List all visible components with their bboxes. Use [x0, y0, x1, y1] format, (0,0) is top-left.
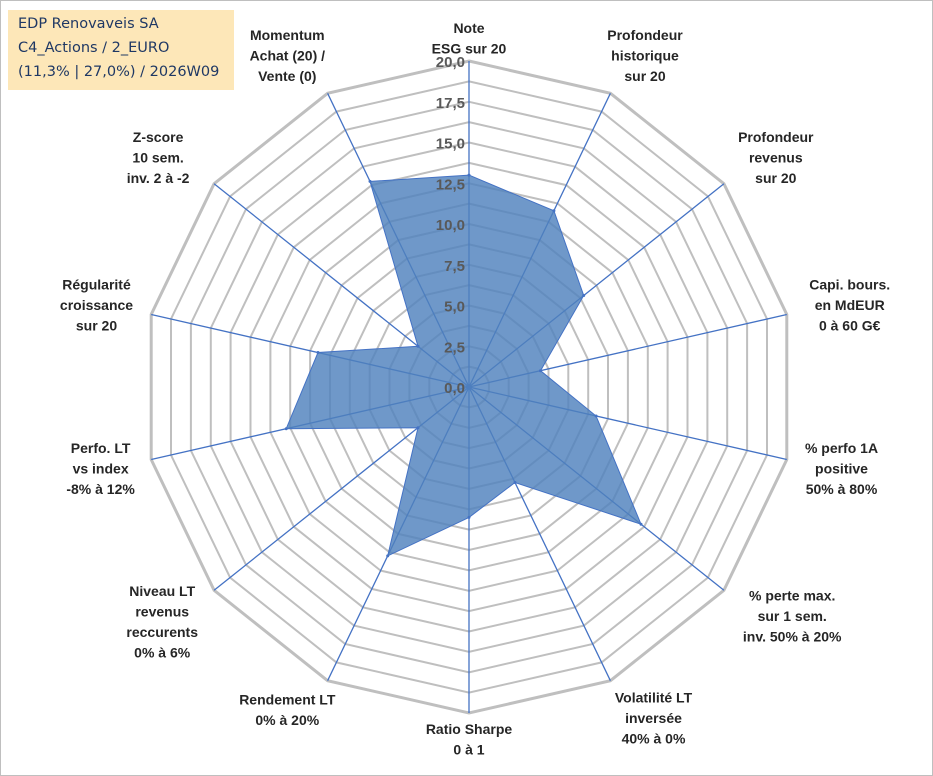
- data-point-12: [416, 344, 420, 348]
- axis-label-1-line-0: Profondeur: [607, 27, 683, 43]
- title-line-company: EDP Renovaveis SA: [18, 16, 159, 32]
- axis-label-13: Momentum Achat (20) / Vente (0): [250, 27, 326, 84]
- axis-label-3: Capi. bours. en MdEUR 0 à 60 G€: [809, 276, 890, 333]
- axis-label-6-line-0: Volatilité LT: [615, 690, 693, 706]
- axis-label-9-line-2: reccurents: [126, 624, 198, 640]
- axis-label-12: Z-score 10 sem. inv. 2 à -2: [127, 129, 190, 186]
- axis-label-3-line-2: 0 à 60 G€: [819, 317, 881, 333]
- axis-label-2: Profondeur revenus sur 20: [738, 129, 814, 186]
- data-point-0: [467, 173, 471, 177]
- data-point-10: [284, 427, 288, 431]
- axis-label-9: Niveau LT revenus reccurents 0% à 6%: [126, 583, 198, 661]
- axis-label-5-line-2: inv. 50% à 20%: [743, 629, 842, 645]
- axis-label-4-line-1: positive: [815, 461, 868, 477]
- axis-label-1: Profondeur historique sur 20: [607, 27, 683, 84]
- axis-label-11: Régularité croissance sur 20: [60, 276, 133, 333]
- axis-label-6: Volatilité LT inversée 40% à 0%: [615, 690, 693, 747]
- axis-label-8-line-1: 0% à 20%: [255, 712, 319, 728]
- axis-label-7-line-1: 0 à 1: [453, 742, 484, 758]
- axis-label-5-line-0: % perte max.: [749, 588, 835, 604]
- data-point-13: [368, 179, 372, 183]
- axis-label-4-line-0: % perfo 1A: [805, 440, 878, 456]
- data-point-2: [582, 294, 586, 297]
- tick-label-5: 12,5: [436, 176, 465, 193]
- data-layer: [284, 173, 643, 558]
- axis-label-2-line-0: Profondeur: [738, 129, 814, 145]
- tick-label-0: 0,0: [444, 380, 465, 397]
- axis-label-3-line-0: Capi. bours.: [809, 276, 890, 292]
- tick-label-3: 7,5: [444, 258, 465, 275]
- axis-label-0-line-1: ESG sur 20: [432, 41, 507, 57]
- axis-label-11-line-0: Régularité: [62, 276, 131, 292]
- axis-label-13-line-2: Vente (0): [258, 68, 316, 84]
- axis-label-4-line-2: 50% à 80%: [806, 481, 878, 497]
- tick-label-2: 5,0: [444, 299, 465, 316]
- axis-label-2-line-2: sur 20: [755, 170, 796, 186]
- axis-label-8-line-0: Rendement LT: [239, 692, 336, 708]
- axis-label-12-line-1: 10 sem.: [132, 150, 183, 166]
- axis-label-0-line-0: Note: [453, 20, 484, 36]
- axis-label-3-line-1: en MdEUR: [815, 297, 885, 313]
- tick-label-4: 10,0: [436, 217, 465, 234]
- tick-label-7: 17,5: [436, 95, 465, 112]
- title-line-category: C4_Actions / 2_EURO: [18, 40, 170, 56]
- data-point-11: [316, 351, 320, 354]
- axis-label-9-line-0: Niveau LT: [129, 583, 195, 599]
- data-point-1: [552, 209, 556, 213]
- axis-label-11-line-2: sur 20: [76, 317, 117, 333]
- axis-label-13-line-0: Momentum: [250, 27, 325, 43]
- tick-label-8: 20,0: [436, 54, 465, 71]
- axis-label-5-line-1: sur 1 sem.: [758, 608, 827, 624]
- axis-labels: Note ESG sur 20 Profondeur historique sur 20…: [60, 20, 890, 758]
- data-point-9: [416, 426, 420, 430]
- axis-label-13-line-1: Achat (20) /: [250, 48, 326, 64]
- data-point-5: [639, 522, 643, 526]
- axis-label-0: Note ESG sur 20: [432, 20, 507, 57]
- data-point-6: [513, 481, 517, 484]
- axis-label-9-line-1: revenus: [135, 604, 189, 620]
- tick-label-6: 15,0: [436, 136, 465, 153]
- tick-label-1: 2,5: [444, 339, 465, 356]
- data-point-8: [386, 554, 390, 558]
- axis-label-4: % perfo 1A positive 50% à 80%: [805, 440, 878, 497]
- axis-label-7: Ratio Sharpe 0 à 1: [426, 721, 513, 758]
- axis-label-10-line-1: vs index: [73, 461, 129, 477]
- axis-label-1-line-2: sur 20: [624, 68, 665, 84]
- axis-label-12-line-2: inv. 2 à -2: [127, 170, 190, 186]
- axis-label-12-line-0: Z-score: [133, 129, 184, 145]
- axis-label-10-line-0: Perfo. LT: [71, 440, 131, 456]
- axis-label-1-line-1: historique: [611, 48, 679, 64]
- chart-title-box: EDP Renovaveis SA C4_Actions / 2_EURO (1…: [8, 10, 234, 90]
- axis-label-10: Perfo. LT vs index -8% à 12%: [66, 440, 135, 497]
- axis-label-6-line-2: 40% à 0%: [622, 731, 686, 747]
- axis-label-2-line-1: revenus: [749, 150, 803, 166]
- axis-label-10-line-2: -8% à 12%: [66, 481, 135, 497]
- axis-label-7-line-0: Ratio Sharpe: [426, 721, 513, 737]
- tick-labels: 0,0 2,5 5,0 7,5 10,0 12,5 15,0 17,5 20,0: [436, 54, 465, 397]
- data-point-7: [467, 515, 471, 519]
- axis-label-11-line-1: croissance: [60, 297, 133, 313]
- axis-label-6-line-1: inversée: [625, 710, 682, 726]
- data-point-4: [594, 414, 598, 418]
- axis-label-9-line-3: 0% à 6%: [134, 645, 191, 661]
- axis-label-5: % perte max. sur 1 sem. inv. 50% à 20%: [743, 588, 842, 645]
- data-point-3: [539, 369, 542, 373]
- axis-label-8: Rendement LT 0% à 20%: [239, 692, 336, 729]
- title-line-period: (11,3% | 27,0%) / 2026W09: [18, 64, 220, 80]
